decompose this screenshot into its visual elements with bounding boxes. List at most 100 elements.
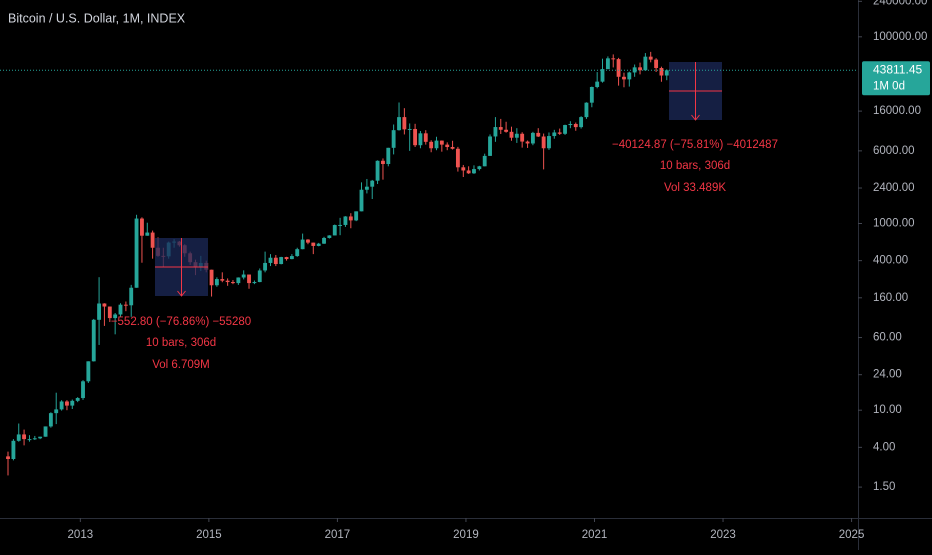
candle-body	[86, 361, 91, 382]
candle-body	[429, 141, 434, 149]
y-tick-label: 400.00	[873, 255, 908, 267]
candle-body	[391, 130, 396, 148]
measure-arrow	[691, 114, 700, 121]
candle-body	[563, 125, 567, 134]
y-tick-label: 4.00	[873, 441, 895, 453]
plot-area	[6, 51, 669, 476]
candle-body	[643, 56, 648, 71]
measure-label: −552.80 (−76.86%) −55280	[111, 316, 251, 328]
candle-body	[445, 144, 450, 148]
candle-body	[316, 243, 321, 246]
measure-arrow	[177, 290, 186, 297]
x-tick-label: 2023	[710, 529, 736, 541]
candle-body	[123, 304, 128, 306]
candle-body	[322, 237, 326, 244]
candle-body	[97, 303, 102, 320]
candle-body	[214, 279, 219, 286]
candle-body	[300, 239, 305, 250]
x-tick-label: 2015	[196, 529, 222, 541]
measure-label: Vol 6.709M	[152, 359, 210, 371]
candle-body	[552, 132, 557, 137]
y-tick-label: 60.00	[873, 332, 902, 344]
candle-body	[81, 381, 85, 399]
candle-body	[536, 132, 541, 137]
candle-body	[407, 128, 412, 130]
candle-body	[338, 224, 343, 226]
candle-body	[461, 167, 466, 171]
candle-body	[600, 69, 605, 82]
candle-body	[295, 249, 300, 257]
countdown-label: 1M 0d	[873, 80, 905, 92]
candle-body	[386, 147, 391, 165]
candle-body	[343, 216, 348, 225]
candle-body	[455, 148, 460, 168]
candle-body	[482, 155, 487, 167]
candle-body	[354, 211, 359, 221]
candle-body	[252, 282, 257, 284]
candle-body	[75, 398, 80, 401]
candle-body	[375, 160, 380, 181]
candle-body	[247, 274, 251, 284]
candle-body	[257, 270, 262, 283]
candle-body	[573, 123, 578, 128]
candle-body	[129, 287, 134, 306]
candle-body	[450, 147, 455, 149]
candle-body	[134, 218, 139, 288]
y-tick-label: 160.00	[873, 292, 908, 304]
candle-body	[332, 225, 337, 236]
candle-body	[509, 131, 514, 138]
candle-body	[504, 129, 509, 132]
last-price-label: 43811.45	[873, 62, 922, 76]
candle-body	[664, 70, 669, 76]
candle-body	[306, 239, 310, 243]
candle-body	[107, 306, 112, 319]
candle-body	[16, 434, 21, 441]
candle-body	[498, 127, 503, 130]
candle-body	[11, 440, 16, 460]
x-tick-label: 2013	[68, 529, 94, 541]
candle-body	[423, 133, 428, 142]
candle-body	[48, 413, 53, 427]
candle-body	[466, 170, 471, 174]
candle-body	[589, 87, 594, 103]
measure-label: 10 bars, 306d	[660, 160, 730, 172]
candle-body	[413, 128, 418, 146]
x-tick-label: 2017	[325, 529, 351, 541]
candle-body	[22, 434, 27, 440]
candle-body	[118, 304, 123, 315]
y-tick-label: 100000.00	[873, 31, 927, 43]
x-tick-label: 2021	[582, 529, 608, 541]
candle-body	[102, 303, 107, 307]
candle-body	[595, 81, 600, 88]
candle-body	[54, 409, 59, 414]
candle-body	[209, 269, 214, 286]
candle-body	[584, 102, 589, 118]
candle-body	[32, 438, 37, 440]
candle-body	[418, 133, 423, 146]
candle-body	[268, 257, 273, 263]
candle-body	[241, 274, 246, 278]
candle-body	[638, 67, 642, 71]
candle-body	[648, 56, 653, 60]
last-price-tag	[862, 61, 930, 96]
measure-label: 10 bars, 306d	[146, 337, 216, 349]
candle-body	[359, 189, 364, 212]
candle-body	[493, 127, 498, 137]
candle-body	[59, 401, 64, 410]
candle-body	[236, 277, 241, 284]
y-tick-label: 16000.00	[873, 105, 921, 117]
candle-body	[273, 257, 278, 265]
measure-label: −40124.87 (−75.81%) −4012487	[612, 139, 778, 151]
candle-body	[381, 160, 385, 165]
candle-body	[514, 133, 519, 138]
candle-body	[225, 280, 230, 283]
candle-body	[579, 117, 584, 128]
candle-body	[70, 400, 75, 406]
candle-body	[402, 117, 407, 130]
candle-body	[38, 436, 43, 439]
candle-body	[472, 169, 476, 174]
candle-body	[557, 132, 562, 134]
candle-body	[530, 132, 535, 144]
